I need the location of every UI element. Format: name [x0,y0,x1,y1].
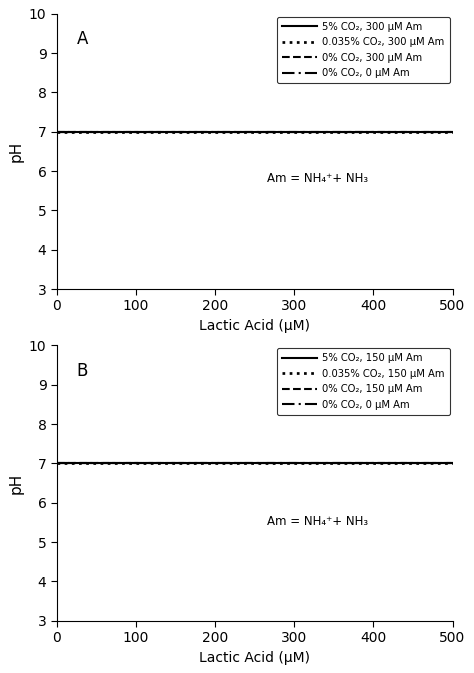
X-axis label: Lactic Acid (μM): Lactic Acid (μM) [199,651,310,665]
Text: Am = NH₄⁺+ NH₃: Am = NH₄⁺+ NH₃ [266,172,368,186]
Text: A: A [77,30,88,48]
Text: Am = NH₄⁺+ NH₃: Am = NH₄⁺+ NH₃ [266,515,368,528]
Text: B: B [77,362,88,380]
Y-axis label: pH: pH [9,141,23,162]
X-axis label: Lactic Acid (μM): Lactic Acid (μM) [199,319,310,333]
Legend: 5% CO₂, 300 μM Am, 0.035% CO₂, 300 μM Am, 0% CO₂, 300 μM Am, 0% CO₂, 0 μM Am: 5% CO₂, 300 μM Am, 0.035% CO₂, 300 μM Am… [277,17,449,83]
Y-axis label: pH: pH [9,472,23,494]
Legend: 5% CO₂, 150 μM Am, 0.035% CO₂, 150 μM Am, 0% CO₂, 150 μM Am, 0% CO₂, 0 μM Am: 5% CO₂, 150 μM Am, 0.035% CO₂, 150 μM Am… [277,349,449,415]
